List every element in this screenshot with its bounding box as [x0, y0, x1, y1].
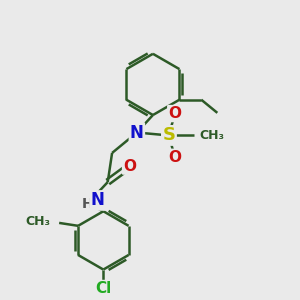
Text: O: O — [168, 150, 181, 165]
Text: O: O — [123, 159, 136, 174]
Text: CH₃: CH₃ — [26, 215, 50, 228]
Text: N: N — [91, 191, 104, 209]
Text: O: O — [168, 106, 181, 121]
Text: Cl: Cl — [95, 281, 112, 296]
Text: N: N — [130, 124, 144, 142]
Text: S: S — [163, 126, 176, 144]
Text: H: H — [82, 197, 93, 211]
Text: CH₃: CH₃ — [200, 129, 225, 142]
